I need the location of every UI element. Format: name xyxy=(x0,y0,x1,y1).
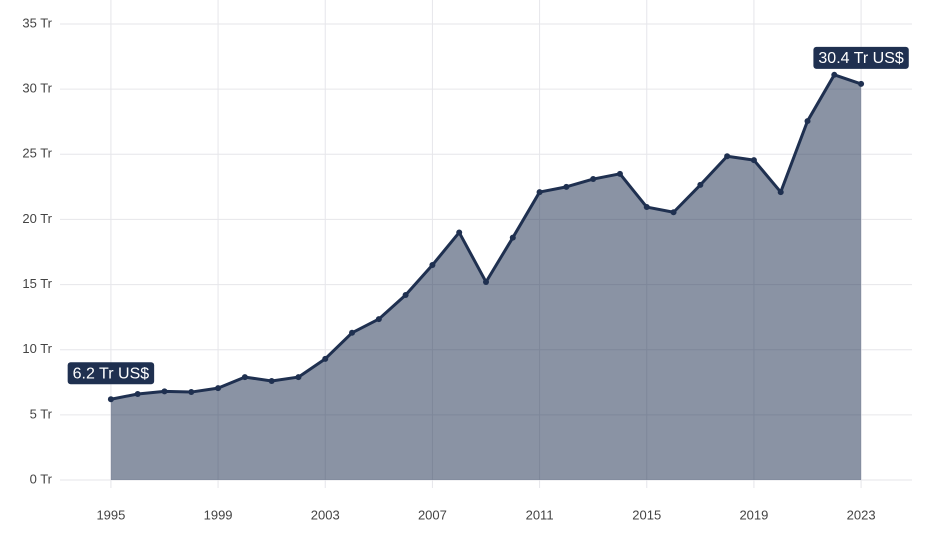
point xyxy=(188,389,195,396)
point xyxy=(590,176,597,183)
point xyxy=(241,374,248,381)
y-tick-label: 10 Tr xyxy=(22,341,52,356)
x-tick-label: 1995 xyxy=(96,507,125,522)
point xyxy=(429,262,436,269)
point xyxy=(107,396,114,403)
value-label-box xyxy=(67,362,155,385)
point xyxy=(483,278,489,285)
x-tick-label: 2011 xyxy=(526,507,554,522)
y-tick-label: 25 Tr xyxy=(22,146,52,161)
point xyxy=(697,181,704,188)
point xyxy=(509,234,516,241)
point xyxy=(402,291,409,298)
point xyxy=(804,118,811,125)
point xyxy=(161,388,168,395)
point xyxy=(777,189,784,196)
point xyxy=(858,80,865,87)
y-tick-label: 5 Tr xyxy=(30,406,53,421)
point xyxy=(831,71,838,78)
value-label-text: 30.4 Tr US$ xyxy=(818,50,903,67)
point xyxy=(616,170,623,177)
y-tick-label: 20 Tr xyxy=(22,211,52,226)
point xyxy=(456,229,463,236)
x-tick-label: 1999 xyxy=(204,507,233,522)
value-label-box xyxy=(813,46,909,69)
area xyxy=(110,74,862,480)
y-tick-label: 30 Tr xyxy=(22,81,52,96)
x-tick-label: 2015 xyxy=(632,507,661,522)
x-tick-label: 2019 xyxy=(739,507,768,522)
point xyxy=(670,209,677,216)
value-label: 6.2 Tr US$ xyxy=(67,362,155,385)
y-tick-label: 0 Tr xyxy=(30,471,53,486)
point xyxy=(295,374,302,381)
point xyxy=(322,355,329,362)
y-tick-label: 15 Tr xyxy=(22,276,52,291)
point xyxy=(134,391,141,398)
x-tick-label: 2003 xyxy=(311,507,340,522)
point xyxy=(643,204,650,211)
value-label-text: 6.2 Tr US$ xyxy=(73,365,150,382)
value-label: 30.4 Tr US$ xyxy=(813,46,909,69)
point xyxy=(268,377,275,384)
point xyxy=(724,153,731,160)
point xyxy=(215,385,222,392)
x-tick-label: 2023 xyxy=(847,507,876,522)
point xyxy=(536,189,543,196)
x-tick-label: 2007 xyxy=(418,507,447,522)
point xyxy=(349,329,356,336)
point xyxy=(375,316,382,323)
point xyxy=(750,157,757,164)
y-tick-label: 35 Tr xyxy=(22,15,52,30)
point xyxy=(563,183,570,190)
